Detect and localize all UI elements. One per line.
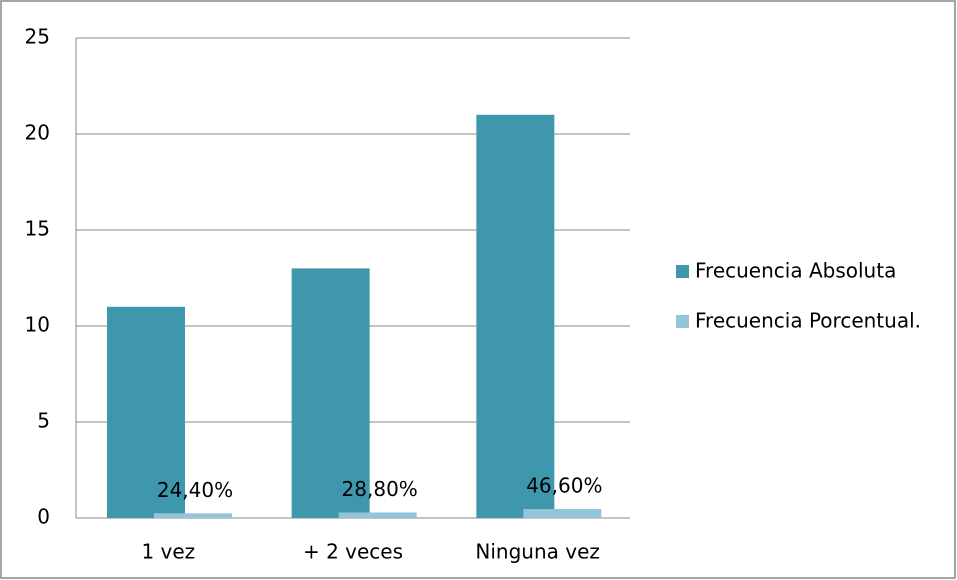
y-tick-label: 5 xyxy=(37,409,50,433)
legend-swatch xyxy=(676,315,689,328)
x-tick-label: Ninguna vez xyxy=(475,540,600,564)
y-tick-label: 15 xyxy=(25,217,50,241)
data-label: 24,40% xyxy=(157,478,233,502)
bar xyxy=(476,114,555,519)
y-tick-label: 25 xyxy=(25,25,50,49)
data-label: 28,80% xyxy=(342,477,418,501)
y-tick-label: 10 xyxy=(25,313,50,337)
bar xyxy=(338,512,417,518)
legend-label: Frecuencia Porcentual. xyxy=(695,309,921,333)
bar xyxy=(154,513,232,518)
bar xyxy=(291,268,370,518)
bar xyxy=(107,306,185,518)
x-tick-label: 1 vez xyxy=(141,540,195,564)
y-tick-label: 20 xyxy=(25,121,50,145)
data-label: 46,60% xyxy=(526,474,602,498)
legend-swatch xyxy=(676,265,689,278)
x-tick-label: + 2 veces xyxy=(303,540,403,564)
y-tick-label: 0 xyxy=(37,505,50,529)
legend-label: Frecuencia Absoluta xyxy=(695,259,896,283)
bar xyxy=(523,509,602,518)
